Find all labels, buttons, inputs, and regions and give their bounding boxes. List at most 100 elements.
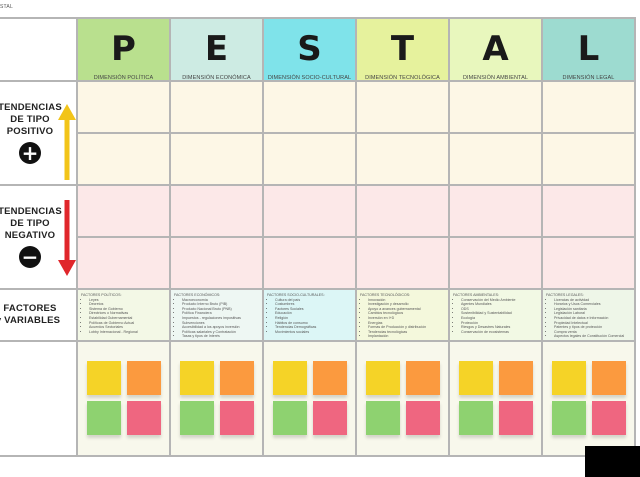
positive-cell-s-1[interactable] <box>264 82 357 134</box>
factor-item: Tendencias Demográficas <box>275 325 352 330</box>
factor-item: Decretos <box>89 302 166 307</box>
sticky-note-yellow[interactable] <box>180 361 214 395</box>
negative-trends-label: TENDENCIAS DE TIPO NEGATIVO − <box>0 186 78 290</box>
negative-cell-e-1[interactable] <box>171 186 264 238</box>
factors-row: FACTORES y VARIABLES FACTORES POLÍTICOS:… <box>0 290 636 342</box>
sticky-note-yellow[interactable] <box>87 361 121 395</box>
sticky-note-orange[interactable] <box>592 361 626 395</box>
factor-item: Directrices o Normativas <box>89 311 166 316</box>
sticky-note-pink[interactable] <box>499 401 533 435</box>
factor-item: Movimientos sociales <box>275 330 352 335</box>
notes-cell-l <box>543 342 636 457</box>
arrow-up-icon <box>58 104 76 180</box>
positive-cell-e-2[interactable] <box>171 134 264 186</box>
factor-item: Apoyo a avances gubernamental <box>368 307 445 312</box>
factor-item: Aspectos legales de Constitución Comerci… <box>554 334 631 339</box>
notes-cell-a <box>450 342 543 457</box>
negative-cell-a-2[interactable] <box>450 238 543 290</box>
factors-tecnologicos: FACTORES TECNOLÓGICOS: Innovación Invest… <box>357 290 450 342</box>
negative-cell-p-2[interactable] <box>78 238 171 290</box>
factor-item: Legislación sanitaria <box>554 307 631 312</box>
sticky-note-green[interactable] <box>459 401 493 435</box>
positive-cell-e-1[interactable] <box>171 82 264 134</box>
factors-title: FACTORES SOCIO-CULTURALES: <box>267 293 325 297</box>
positive-cell-a-1[interactable] <box>450 82 543 134</box>
sticky-note-orange[interactable] <box>220 361 254 395</box>
sticky-note-pink[interactable] <box>313 401 347 435</box>
positive-cell-t-2[interactable] <box>357 134 450 186</box>
factors-label: FACTORES y VARIABLES <box>0 290 78 342</box>
factor-item: Horarios y Usos Comerciales <box>554 302 631 307</box>
positive-cell-t-1[interactable] <box>357 82 450 134</box>
factors-title: FACTORES LEGALES: <box>546 293 584 297</box>
positive-trends-label: TENDENCIAS DE TIPO POSITIVO + <box>0 82 78 186</box>
negative-cell-t-1[interactable] <box>357 186 450 238</box>
sticky-note-orange[interactable] <box>499 361 533 395</box>
sticky-note-green[interactable] <box>273 401 307 435</box>
negative-cell-l-2[interactable] <box>543 238 636 290</box>
factor-item: Agentes Mundiales <box>461 302 538 307</box>
sticky-note-yellow[interactable] <box>552 361 586 395</box>
sticky-note-green[interactable] <box>366 401 400 435</box>
factor-item: Sostenibilidad y Sustentabilidad <box>461 311 538 316</box>
header-col-t: T DIMENSIÓN TECNOLÓGICA <box>357 17 450 82</box>
sticky-note-pink[interactable] <box>406 401 440 435</box>
factor-item: Política Financiera <box>182 311 259 316</box>
sticky-note-yellow[interactable] <box>273 361 307 395</box>
positive-cell-l-2[interactable] <box>543 134 636 186</box>
sticky-note-green[interactable] <box>552 401 586 435</box>
factors-politicos: FACTORES POLÍTICOS: Leyes Decretos Siste… <box>78 290 171 342</box>
sticky-note-green[interactable] <box>180 401 214 435</box>
negative-cell-p-1[interactable] <box>78 186 171 238</box>
positive-cell-a-2[interactable] <box>450 134 543 186</box>
factor-item: Inversión en I+D <box>368 316 445 321</box>
header-col-l: L DIMENSIÓN LEGAL <box>543 17 636 82</box>
notes-cell-e <box>171 342 264 457</box>
negative-cell-a-1[interactable] <box>450 186 543 238</box>
factors-ambientales: FACTORES AMBIENTALES: Conservación del M… <box>450 290 543 342</box>
sticky-note-orange[interactable] <box>406 361 440 395</box>
factor-item: Innovación <box>368 298 445 303</box>
sticky-note-orange[interactable] <box>313 361 347 395</box>
sticky-note-pink[interactable] <box>220 401 254 435</box>
sticky-note-pink[interactable] <box>592 401 626 435</box>
sticky-note-orange[interactable] <box>127 361 161 395</box>
plus-icon: + <box>19 142 41 164</box>
positive-cell-p-1[interactable] <box>78 82 171 134</box>
factor-item: Subvenciones <box>182 321 259 326</box>
sticky-note-green[interactable] <box>87 401 121 435</box>
positive-cell-p-2[interactable] <box>78 134 171 186</box>
positive-cell-l-1[interactable] <box>543 82 636 134</box>
factor-item: Implantación <box>368 334 445 339</box>
dimension-letter: E <box>204 29 229 69</box>
factors-economicos: FACTORES ECONÓMICOS: Macroeconomía Produ… <box>171 290 264 342</box>
header-col-a: A DIMENSIÓN AMBIENTAL <box>450 17 543 82</box>
factor-item: Macroeconomía <box>182 298 259 303</box>
factor-item: Tendencias tecnológicas <box>368 330 445 335</box>
header-col-s: S DIMENSIÓN SOCIO-CULTURAL <box>264 17 357 82</box>
factor-item: Políticas salariales y Contratación <box>182 330 259 335</box>
factor-item: Ecología <box>461 316 538 321</box>
positive-cell-s-2[interactable] <box>264 134 357 186</box>
label-line: DE TIPO <box>10 218 50 229</box>
factors-socioculturales: FACTORES SOCIO-CULTURALES: Cultura del p… <box>264 290 357 342</box>
sticky-note-yellow[interactable] <box>366 361 400 395</box>
notes-label-empty <box>0 342 78 457</box>
factor-item: Lobby Internacional - Regional <box>89 330 166 335</box>
negative-cell-t-2[interactable] <box>357 238 450 290</box>
factor-item: Impuestos - regulaciones impositivas <box>182 316 259 321</box>
factor-item: Producto Nacional Bruto (PNB) <box>182 307 259 312</box>
label-line: TENDENCIAS <box>0 206 62 217</box>
negative-cell-s-2[interactable] <box>264 238 357 290</box>
label-line: POSITIVO <box>6 126 54 137</box>
sticky-note-yellow[interactable] <box>459 361 493 395</box>
negative-cell-e-2[interactable] <box>171 238 264 290</box>
sticky-note-pink[interactable] <box>127 401 161 435</box>
negative-cell-l-1[interactable] <box>543 186 636 238</box>
factor-item: Acuerdos Sectoriales <box>89 325 166 330</box>
negative-cell-s-1[interactable] <box>264 186 357 238</box>
factor-item: Privacidad de datos e Información <box>554 316 631 321</box>
factor-item: Costumbres <box>275 302 352 307</box>
factor-item: Patentes y tipos de protección <box>554 325 631 330</box>
factor-item: Compra venta <box>554 330 631 335</box>
